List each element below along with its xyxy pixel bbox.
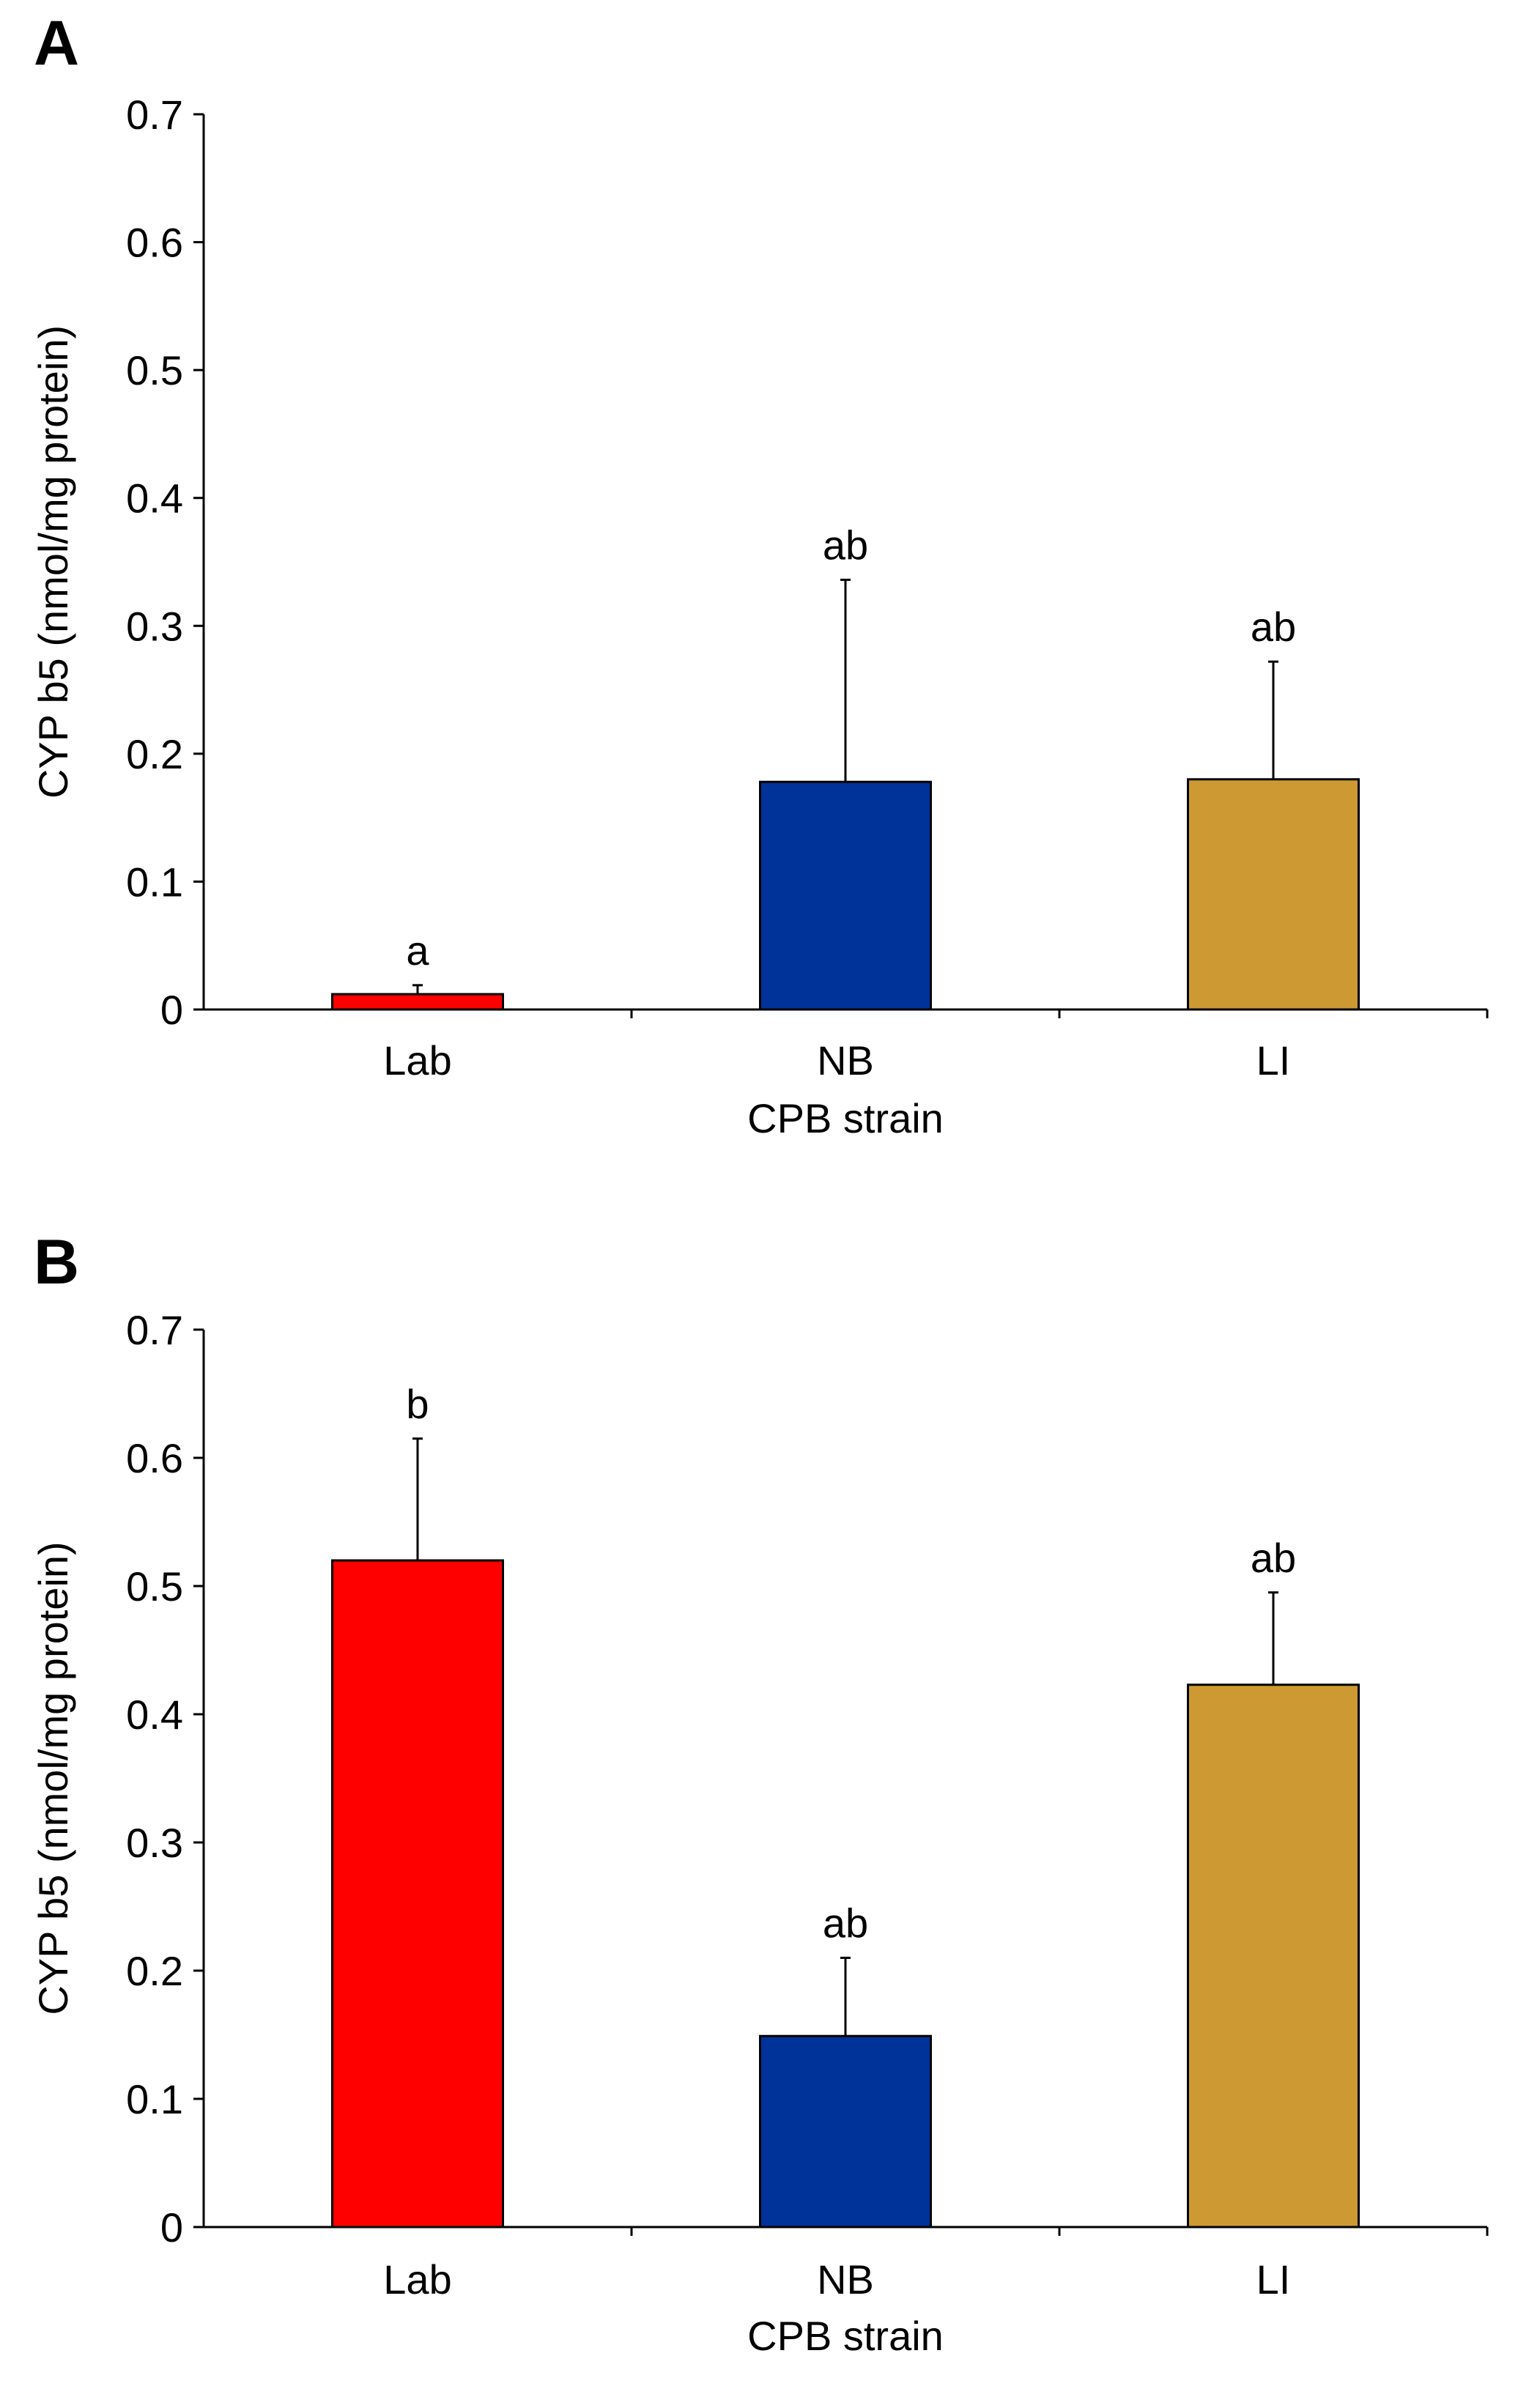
y-tick-label: 0.3 [126, 603, 183, 649]
chart-panel-a: A 0 0.1 0.2 0.3 0.4 0.5 0.6 0.7 a Lab ab NB ab LI CPB s… [30, 8, 1489, 1141]
x-axis-title: CPB strain [747, 2313, 944, 2359]
x-tick-label-li: LI [1256, 1037, 1291, 1083]
y-tick-label: 0.5 [126, 1563, 183, 1609]
chart-panel-b: B 0 0.1 0.2 0.3 0.4 0.5 0.6 0.7 b Lab ab NB ab LI CPB s… [30, 1227, 1489, 2359]
bar-li [1187, 1683, 1360, 2229]
y-tick-label: 0.1 [126, 859, 183, 905]
y-axis-title: CYP b5 (nmol/mg protein) [30, 1541, 76, 2015]
x-tick-label-nb: NB [817, 2256, 874, 2303]
bar-lab [331, 993, 504, 1011]
significance-label-li: ab [1251, 604, 1296, 650]
x-tick-label-nb: NB [817, 1037, 874, 1083]
y-tick-label: 0.4 [126, 475, 183, 522]
y-tick-label: 0.5 [126, 347, 183, 393]
x-tick-label-li: LI [1256, 2256, 1291, 2303]
y-tick-label: 0 [160, 987, 183, 1033]
significance-label-li: ab [1251, 1535, 1296, 1581]
bar-nb [759, 780, 932, 1011]
x-tick-label-lab: Lab [383, 2256, 451, 2303]
bar-li [1187, 778, 1360, 1011]
y-tick-label: 0.3 [126, 1820, 183, 1866]
y-tick-label: 0.7 [126, 92, 183, 138]
bar-lab [331, 1559, 504, 2229]
y-tick-label: 0.7 [126, 1307, 183, 1353]
significance-label-lab: a [406, 927, 429, 974]
x-axis-title: CPB strain [747, 1095, 944, 1141]
x-tick-label-lab: Lab [383, 1037, 451, 1083]
y-tick-label: 0 [160, 2204, 183, 2250]
y-tick-label: 0.6 [126, 1435, 183, 1481]
bar-nb [759, 2034, 932, 2229]
significance-label-nb: ab [823, 522, 868, 568]
y-tick-label: 0.4 [126, 1692, 183, 1738]
y-tick-label: 0.2 [126, 1948, 183, 1994]
panel-letter: A [34, 8, 79, 78]
significance-label-nb: ab [823, 1900, 868, 1946]
significance-label-lab: b [406, 1381, 429, 1427]
panel-letter: B [34, 1227, 79, 1297]
y-tick-label: 0.6 [126, 220, 183, 266]
y-axis-title: CYP b5 (nmol/mg protein) [30, 325, 76, 799]
y-tick-label: 0.2 [126, 731, 183, 777]
y-tick-label: 0.1 [126, 2076, 183, 2122]
